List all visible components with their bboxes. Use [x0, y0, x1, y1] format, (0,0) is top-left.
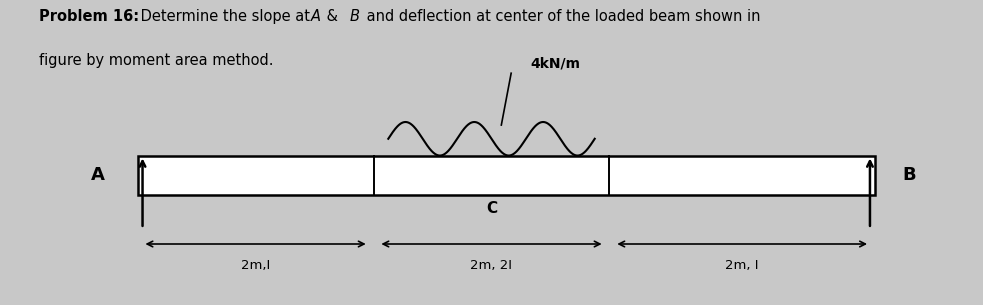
Text: 4kN/m: 4kN/m [531, 56, 581, 70]
Text: A: A [311, 9, 320, 24]
Text: B: B [902, 166, 916, 185]
Text: 2m,I: 2m,I [241, 259, 270, 272]
Text: &: & [322, 9, 343, 24]
Text: B: B [350, 9, 360, 24]
Text: Determine the slope at: Determine the slope at [136, 9, 315, 24]
Text: C: C [486, 201, 497, 216]
Text: 2m, I: 2m, I [725, 259, 759, 272]
Text: Problem 16:: Problem 16: [39, 9, 140, 24]
Text: 2m, 2I: 2m, 2I [471, 259, 512, 272]
Text: figure by moment area method.: figure by moment area method. [39, 53, 274, 68]
Text: and deflection at center of the loaded beam shown in: and deflection at center of the loaded b… [362, 9, 760, 24]
Bar [138, 156, 875, 195]
Text: A: A [91, 166, 105, 185]
